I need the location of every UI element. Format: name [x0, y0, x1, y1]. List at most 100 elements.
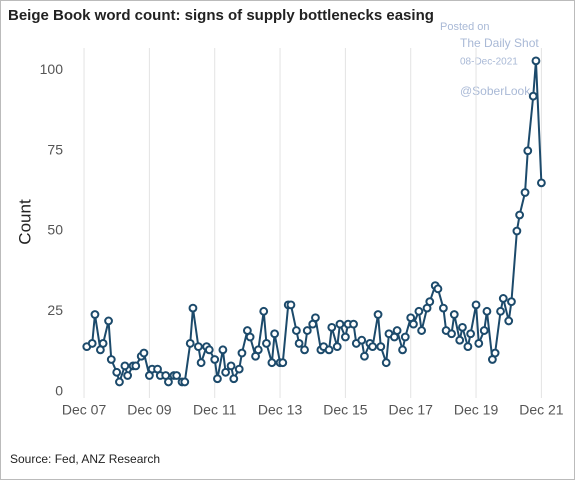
point — [172, 371, 182, 380]
point — [90, 310, 100, 319]
point — [392, 326, 402, 335]
point — [98, 339, 108, 348]
point — [496, 306, 505, 316]
point — [185, 339, 195, 348]
point — [237, 348, 247, 358]
y-tick-label: 100 — [40, 61, 64, 77]
point — [458, 322, 467, 332]
point — [332, 342, 342, 352]
point — [455, 335, 465, 345]
point — [463, 342, 473, 352]
point — [302, 326, 312, 335]
point — [106, 355, 116, 364]
point — [123, 371, 133, 380]
point — [400, 332, 410, 342]
point — [531, 56, 541, 66]
source: Source: Fed, ANZ Research — [10, 452, 160, 466]
point — [112, 367, 122, 377]
watermark: Posted on — [440, 21, 490, 33]
point — [449, 310, 459, 319]
point — [131, 361, 141, 371]
point — [87, 339, 97, 348]
y-tick-label: 50 — [47, 222, 63, 238]
point — [104, 316, 113, 326]
point — [291, 326, 301, 335]
x-tick-label: Dec 09 — [127, 402, 172, 418]
point — [357, 335, 367, 345]
point — [188, 303, 198, 313]
point — [213, 374, 222, 384]
point — [294, 339, 304, 348]
point — [327, 322, 337, 332]
point — [409, 319, 418, 329]
point — [311, 313, 320, 323]
point — [498, 294, 508, 303]
point — [417, 326, 427, 335]
point — [528, 91, 538, 101]
chart-title: Beige Book word count: signs of supply b… — [8, 7, 434, 24]
point — [512, 226, 522, 236]
point — [120, 361, 130, 371]
x-tick-label: Dec 21 — [519, 402, 564, 418]
point — [234, 364, 244, 374]
point — [324, 345, 334, 355]
point — [490, 348, 500, 358]
point — [226, 361, 236, 371]
point — [196, 358, 206, 368]
point — [164, 377, 173, 387]
x-tick-label: Dec 11 — [193, 402, 237, 418]
y-tick-label: 75 — [47, 141, 63, 157]
point — [229, 374, 239, 384]
point — [193, 342, 203, 352]
point — [218, 345, 228, 355]
point — [523, 146, 533, 156]
point — [115, 377, 124, 387]
point — [474, 339, 484, 348]
point — [507, 297, 516, 307]
point — [504, 316, 514, 326]
point — [221, 367, 231, 377]
point — [433, 284, 443, 294]
point — [482, 306, 492, 316]
x-tick-label: Dec 13 — [258, 402, 303, 418]
point — [536, 178, 546, 188]
watermark: The Daily Shot — [460, 36, 539, 50]
point — [270, 329, 280, 339]
point — [447, 329, 456, 339]
point — [520, 188, 530, 197]
point — [262, 339, 271, 348]
point — [286, 300, 296, 310]
point — [368, 342, 378, 352]
x-tick-label: Dec 07 — [62, 402, 107, 418]
point — [335, 319, 345, 329]
y-tick-label: 0 — [55, 382, 63, 398]
point — [479, 326, 489, 335]
point — [278, 358, 288, 368]
point — [471, 300, 481, 310]
point — [376, 342, 386, 352]
point — [340, 332, 350, 342]
y-tick-label: 25 — [47, 302, 63, 318]
point — [438, 303, 448, 313]
point — [515, 210, 525, 220]
point — [204, 345, 214, 355]
point — [267, 358, 277, 368]
point — [259, 306, 269, 316]
point — [381, 358, 391, 368]
point — [139, 348, 149, 358]
point — [398, 345, 407, 355]
point — [210, 355, 220, 364]
y-axis-label: Count — [15, 199, 34, 245]
point — [349, 319, 358, 329]
point — [180, 377, 190, 387]
point — [414, 306, 424, 316]
point — [466, 329, 476, 339]
x-tick-label: Dec 17 — [389, 402, 434, 418]
watermark: 08-Dec-2021 — [460, 57, 518, 68]
watermark: @SoberLook — [460, 84, 531, 98]
x-tick-label: Dec 19 — [454, 402, 499, 418]
point — [253, 345, 263, 355]
